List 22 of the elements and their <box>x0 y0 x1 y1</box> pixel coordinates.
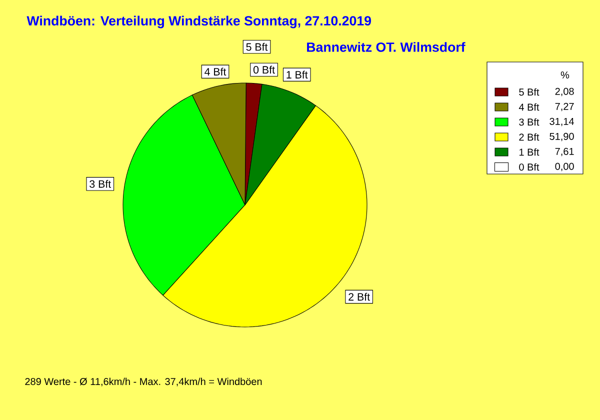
chart-subtitle: Bannewitz OT. Wilmsdorf <box>307 42 466 52</box>
legend-label: 3 Bft <box>519 118 540 126</box>
slice-label: 3 Bft <box>90 180 112 188</box>
category-label: 0 Bft <box>519 163 540 171</box>
data-label: 51,90 <box>550 132 574 142</box>
legend-label: 2 Bft <box>519 133 540 141</box>
text: 0,00 <box>555 162 574 172</box>
data-label: 31,14 <box>550 118 574 126</box>
slice-label: 1 Bft <box>286 70 308 79</box>
slice-label: 2 Bft <box>348 292 370 301</box>
data-label: 2,08 <box>555 88 574 96</box>
slice-label: 5 Bft <box>246 42 268 51</box>
legend-label: 1 Bft <box>519 148 540 156</box>
legend-label: 5 Bft <box>519 88 540 96</box>
data-label: 7,27 <box>555 102 574 112</box>
text: 289 Werte - Ø 11,6km/h - Max. 37,4km/h = Windböen <box>25 378 262 386</box>
legend-title: % <box>560 71 570 78</box>
chart-title: Windböen: Verteilung Windstärke Sonntag, 27.10.2019 <box>26 16 371 28</box>
legend-label: 4 Bft <box>518 103 540 111</box>
legend-label: 0 Bft <box>253 66 275 74</box>
slice-label: 4 Bft <box>204 68 226 76</box>
data-label: 7,61 <box>555 148 574 156</box>
